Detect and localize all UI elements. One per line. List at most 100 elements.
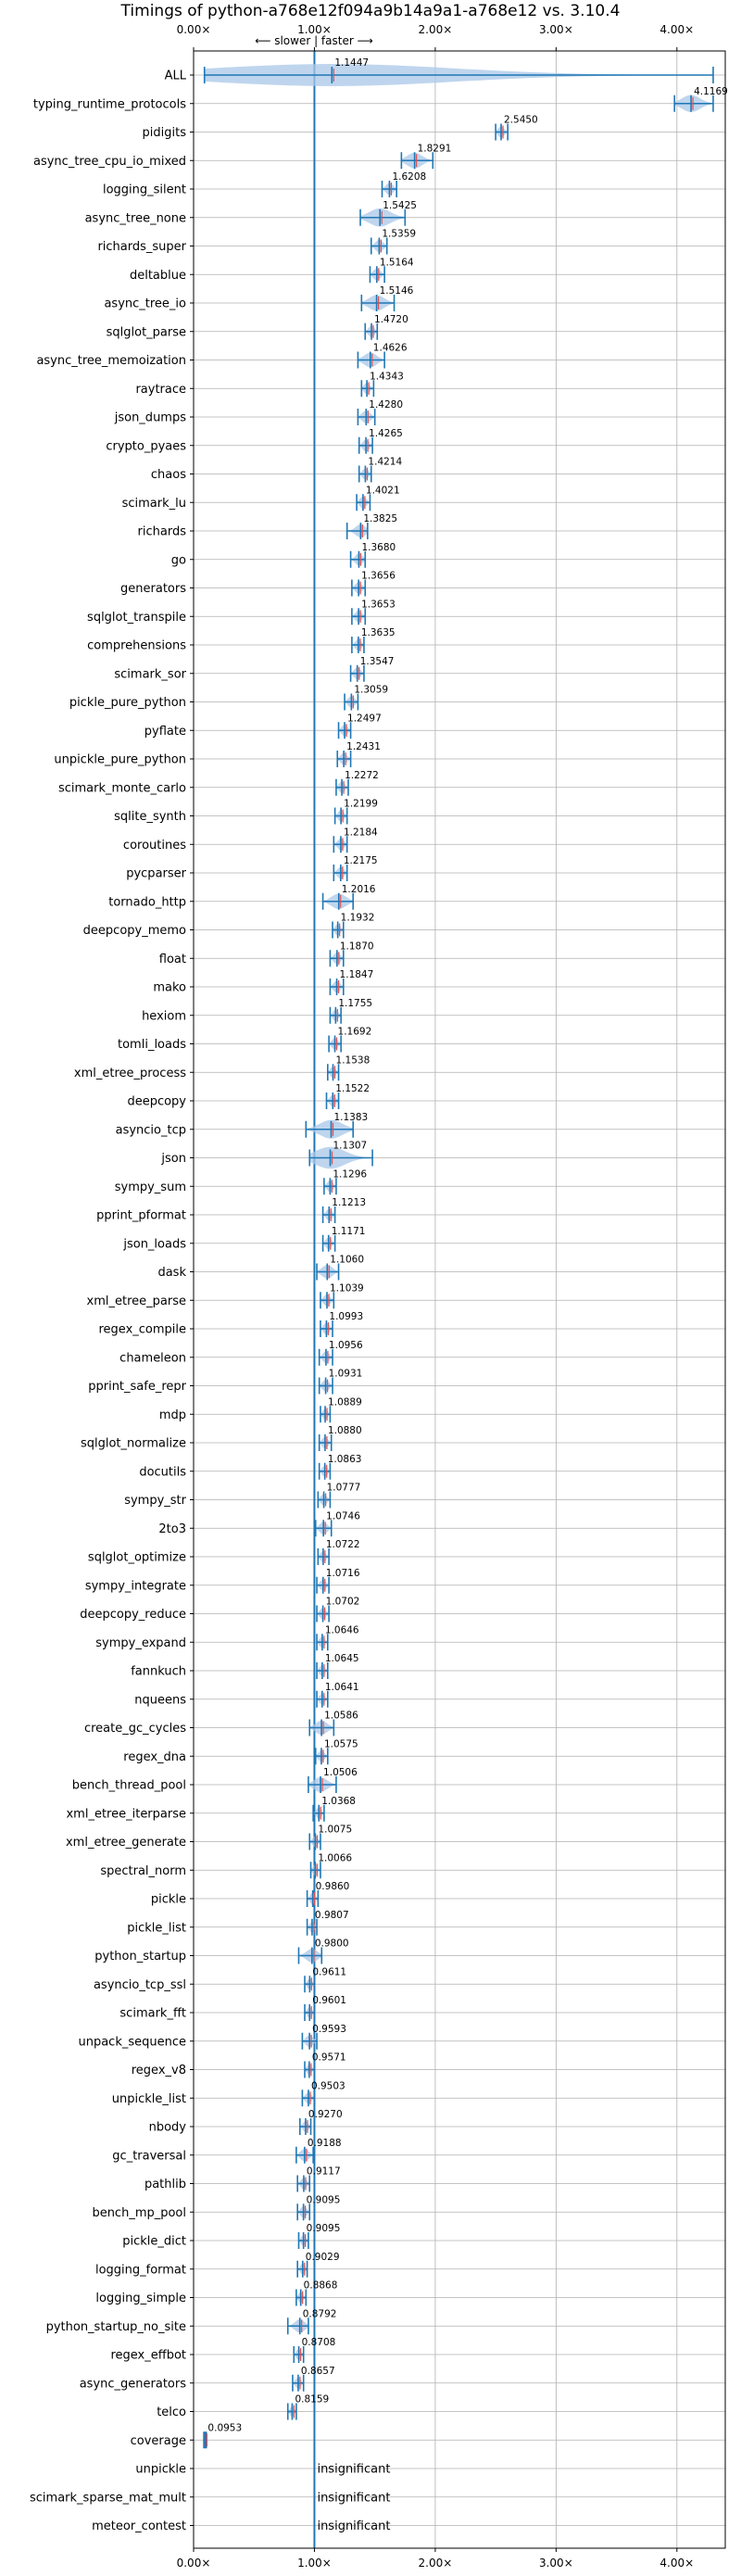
benchmark-label: nbody <box>149 2121 187 2135</box>
value-label: 1.1692 <box>338 1027 372 1038</box>
value-label: 1.0368 <box>321 1796 356 1807</box>
value-label: 1.1383 <box>333 1112 368 1123</box>
benchmark-label: python_startup_no_site <box>46 2320 186 2334</box>
value-label: 1.0716 <box>326 1568 360 1579</box>
x-tick-label-bottom: 1.00× <box>297 2557 332 2570</box>
value-label: 0.0953 <box>207 2422 242 2433</box>
benchmark-label: xml_etree_generate <box>66 1836 186 1850</box>
benchmark-label: pickle <box>151 1893 186 1907</box>
value-label: 0.9800 <box>315 1938 349 1950</box>
benchmark-label: unpickle <box>135 2463 186 2477</box>
benchmark-label: create_gc_cycles <box>84 1722 186 1736</box>
benchmark-label: pathlib <box>144 2178 186 2191</box>
benchmark-label: meteor_contest <box>92 2519 186 2533</box>
benchmark-label: async_tree_none <box>85 211 186 225</box>
benchmark-label: richards_super <box>97 240 186 254</box>
value-label: 1.3547 <box>360 656 395 667</box>
benchmark-label: go <box>171 553 186 567</box>
value-label: 1.0586 <box>324 1711 358 1722</box>
value-label: 0.9860 <box>316 1881 350 1892</box>
benchmark-label: telco <box>157 2406 186 2419</box>
value-label: 1.1932 <box>341 913 375 924</box>
benchmark-label: deepcopy_memo <box>83 924 186 938</box>
value-label: 1.0956 <box>329 1340 363 1351</box>
value-label: 1.0931 <box>329 1369 363 1380</box>
benchmark-label: bench_thread_pool <box>72 1779 186 1793</box>
benchmark-label: sympy_str <box>124 1494 186 1508</box>
value-label: 1.2272 <box>345 770 379 781</box>
benchmark-label: crypto_pyaes <box>106 439 186 453</box>
plot-marks <box>203 51 714 2548</box>
benchmark-label: json <box>160 1152 186 1166</box>
plot-frame <box>193 50 726 2549</box>
value-label: 1.0889 <box>328 1396 362 1408</box>
benchmark-label: scimark_monte_carlo <box>58 781 186 795</box>
value-label: 0.9503 <box>311 2080 345 2091</box>
value-label: 1.0646 <box>325 1624 359 1635</box>
benchmark-label: fannkuch <box>131 1665 186 1679</box>
benchmark-label: spectral_norm <box>100 1864 186 1878</box>
benchmark-label: sqlglot_normalize <box>81 1437 186 1451</box>
value-label: 0.9601 <box>312 1995 346 2006</box>
value-label: 0.9095 <box>307 2223 341 2234</box>
benchmark-label: float <box>159 953 186 966</box>
benchmark-label: xml_etree_process <box>74 1067 186 1080</box>
value-label: 1.1538 <box>336 1054 370 1066</box>
value-label: 1.5359 <box>382 229 416 240</box>
value-label: 1.0746 <box>326 1510 360 1522</box>
benchmark-label: sqlite_synth <box>114 810 186 824</box>
benchmark-label: gc_traversal <box>112 2149 186 2163</box>
x-tick-label-top: 1.00× <box>297 23 332 36</box>
direction-hint: ⟵ slower | faster ⟶ <box>255 34 373 47</box>
benchmark-label: comprehensions <box>87 639 186 653</box>
benchmark-label: regex_v8 <box>132 2064 186 2077</box>
benchmark-label: raytrace <box>135 383 186 397</box>
insignificant-label: insignificant <box>317 2491 390 2505</box>
benchmark-label: sqlglot_optimize <box>88 1551 186 1565</box>
benchmark-label: generators <box>120 582 186 596</box>
benchmark-label: typing_runtime_protocols <box>33 97 186 111</box>
benchmark-label: deepcopy <box>127 1095 186 1109</box>
value-label: 1.5425 <box>383 200 417 211</box>
benchmark-label: pycparser <box>126 867 186 881</box>
value-label: 1.0075 <box>318 1825 352 1836</box>
value-label: 1.4021 <box>366 485 400 496</box>
value-label: 0.8657 <box>301 2366 335 2377</box>
benchmark-label: asyncio_tcp_ssl <box>94 1978 186 1992</box>
benchmark-label: logging_simple <box>95 2292 186 2305</box>
value-label: 1.0863 <box>328 1454 362 1465</box>
value-label: 1.1447 <box>334 57 369 69</box>
value-label: 1.3059 <box>354 685 388 696</box>
benchmark-label: async_generators <box>80 2377 187 2391</box>
benchmark-label: tornado_http <box>108 895 186 909</box>
value-label: 1.6208 <box>392 171 426 183</box>
value-label: 1.5164 <box>380 257 414 268</box>
value-label: 1.1296 <box>333 1168 367 1180</box>
benchmark-label: unpickle_list <box>112 2092 186 2106</box>
value-label: 4.1169 <box>694 86 728 97</box>
value-label: 1.0722 <box>326 1539 360 1550</box>
value-label: 1.0645 <box>325 1653 359 1664</box>
value-label: 1.4626 <box>373 343 408 354</box>
x-tick-label-top: 3.00× <box>539 23 573 36</box>
value-label: 1.1870 <box>340 941 374 952</box>
benchmark-label: nqueens <box>134 1693 186 1707</box>
benchmark-label: pprint_safe_repr <box>88 1380 186 1394</box>
benchmark-label: regex_effbot <box>110 2349 186 2363</box>
value-label: 1.4280 <box>369 399 403 410</box>
value-label: 1.0066 <box>318 1852 352 1863</box>
value-label: 1.3653 <box>361 599 396 610</box>
x-tick-label-top: 2.00× <box>419 23 453 36</box>
benchmark-label: sympy_expand <box>95 1636 186 1650</box>
benchmark-label: scimark_sparse_mat_mult <box>30 2491 186 2505</box>
benchmark-label: regex_dna <box>123 1750 186 1764</box>
benchmark-label: json_loads <box>122 1237 186 1251</box>
benchmark-label: mako <box>153 981 186 995</box>
value-label: 0.8159 <box>295 2394 329 2406</box>
value-label: 1.1307 <box>333 1141 368 1152</box>
value-label: 1.1171 <box>332 1226 366 1237</box>
value-label: 0.9117 <box>307 2166 341 2178</box>
value-label: 0.8868 <box>304 2280 338 2292</box>
value-label: 0.9029 <box>306 2252 340 2263</box>
